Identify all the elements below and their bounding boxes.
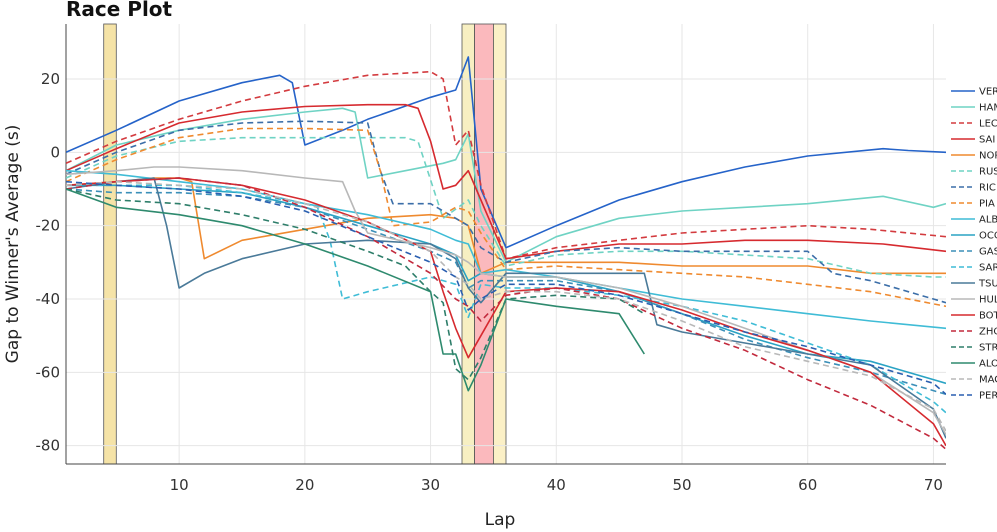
legend-label-nor: NOR: [979, 151, 997, 162]
legend-label-oco: OCO: [979, 231, 997, 242]
legend-label-bot: BOT: [979, 311, 997, 322]
series-line-sai: [66, 103, 946, 260]
legend-label-ver: VER: [979, 87, 997, 98]
y-axis-label: Gap to Winner's Average (s): [3, 125, 23, 364]
series-line-mag: [66, 180, 946, 432]
legend-label-gas: GAS: [979, 247, 997, 258]
series-line-sar: [66, 184, 946, 414]
x-tick-label-10: 10: [170, 476, 189, 494]
series-line-alo: [66, 188, 645, 392]
series-line-ver: [66, 56, 946, 249]
axes: [65, 24, 946, 465]
legend-label-alb: ALB: [979, 215, 997, 226]
y-tick-label--60: -60: [36, 363, 61, 381]
legend-label-per: PER: [979, 391, 997, 402]
legend-label-rus: RUS: [979, 167, 997, 178]
x-tick-label-30: 30: [421, 476, 440, 494]
shaded-region-0: [103, 23, 117, 465]
series-line-gas: [66, 188, 946, 396]
legend-label-sar: SAR: [979, 263, 997, 274]
series-line-rus: [66, 136, 946, 278]
legend-label-alo: ALO: [979, 359, 997, 370]
series-lines: [66, 56, 946, 450]
shaded-region-2: [474, 23, 494, 465]
y-tick-label-20: 20: [41, 70, 60, 88]
legend-label-ric: RIC: [979, 183, 996, 194]
x-tick-label-60: 60: [798, 476, 817, 494]
series-line-tsu: [66, 177, 946, 439]
legend-label-pia: PIA: [979, 199, 995, 210]
chart-title: Race Plot: [66, 0, 173, 21]
legend-label-hul: HUL: [979, 295, 997, 306]
legend-label-mag: MAG: [979, 375, 997, 386]
series-line-ham: [66, 107, 946, 264]
legend-label-ham: HAM: [979, 103, 997, 114]
legend-label-sai: SAI: [979, 135, 995, 146]
series-line-pia: [66, 127, 946, 308]
x-tick-label-20: 20: [295, 476, 314, 494]
series-line-zho: [66, 177, 946, 450]
y-tick-label-0: 0: [50, 143, 60, 161]
x-axis-label: Lap: [485, 510, 516, 530]
legend-label-str: STR: [979, 343, 997, 354]
series-line-lec: [66, 70, 946, 260]
x-tick-label-50: 50: [672, 476, 691, 494]
legend-label-lec: LEC: [979, 119, 997, 130]
y-tick-label--40: -40: [36, 290, 61, 308]
series-line-str: [66, 188, 645, 381]
legend-label-zho: ZHO: [979, 327, 997, 338]
x-tick-label-40: 40: [547, 476, 566, 494]
legend-label-tsu: TSU: [978, 279, 997, 290]
tick-labels: 10 20 30 40 50 60 70 20 0 -20 -40 -60 -80: [36, 70, 943, 494]
series-line-ric: [66, 120, 946, 304]
y-tick-label--80: -80: [36, 437, 61, 455]
legend: VER HAM LEC SAI NOR RUS RIC PIA ALB OCO GAS SAR TSU H…: [951, 87, 997, 402]
x-tick-label-70: 70: [924, 476, 943, 494]
y-tick-label--20: -20: [36, 217, 61, 235]
series-line-bot: [66, 177, 946, 447]
